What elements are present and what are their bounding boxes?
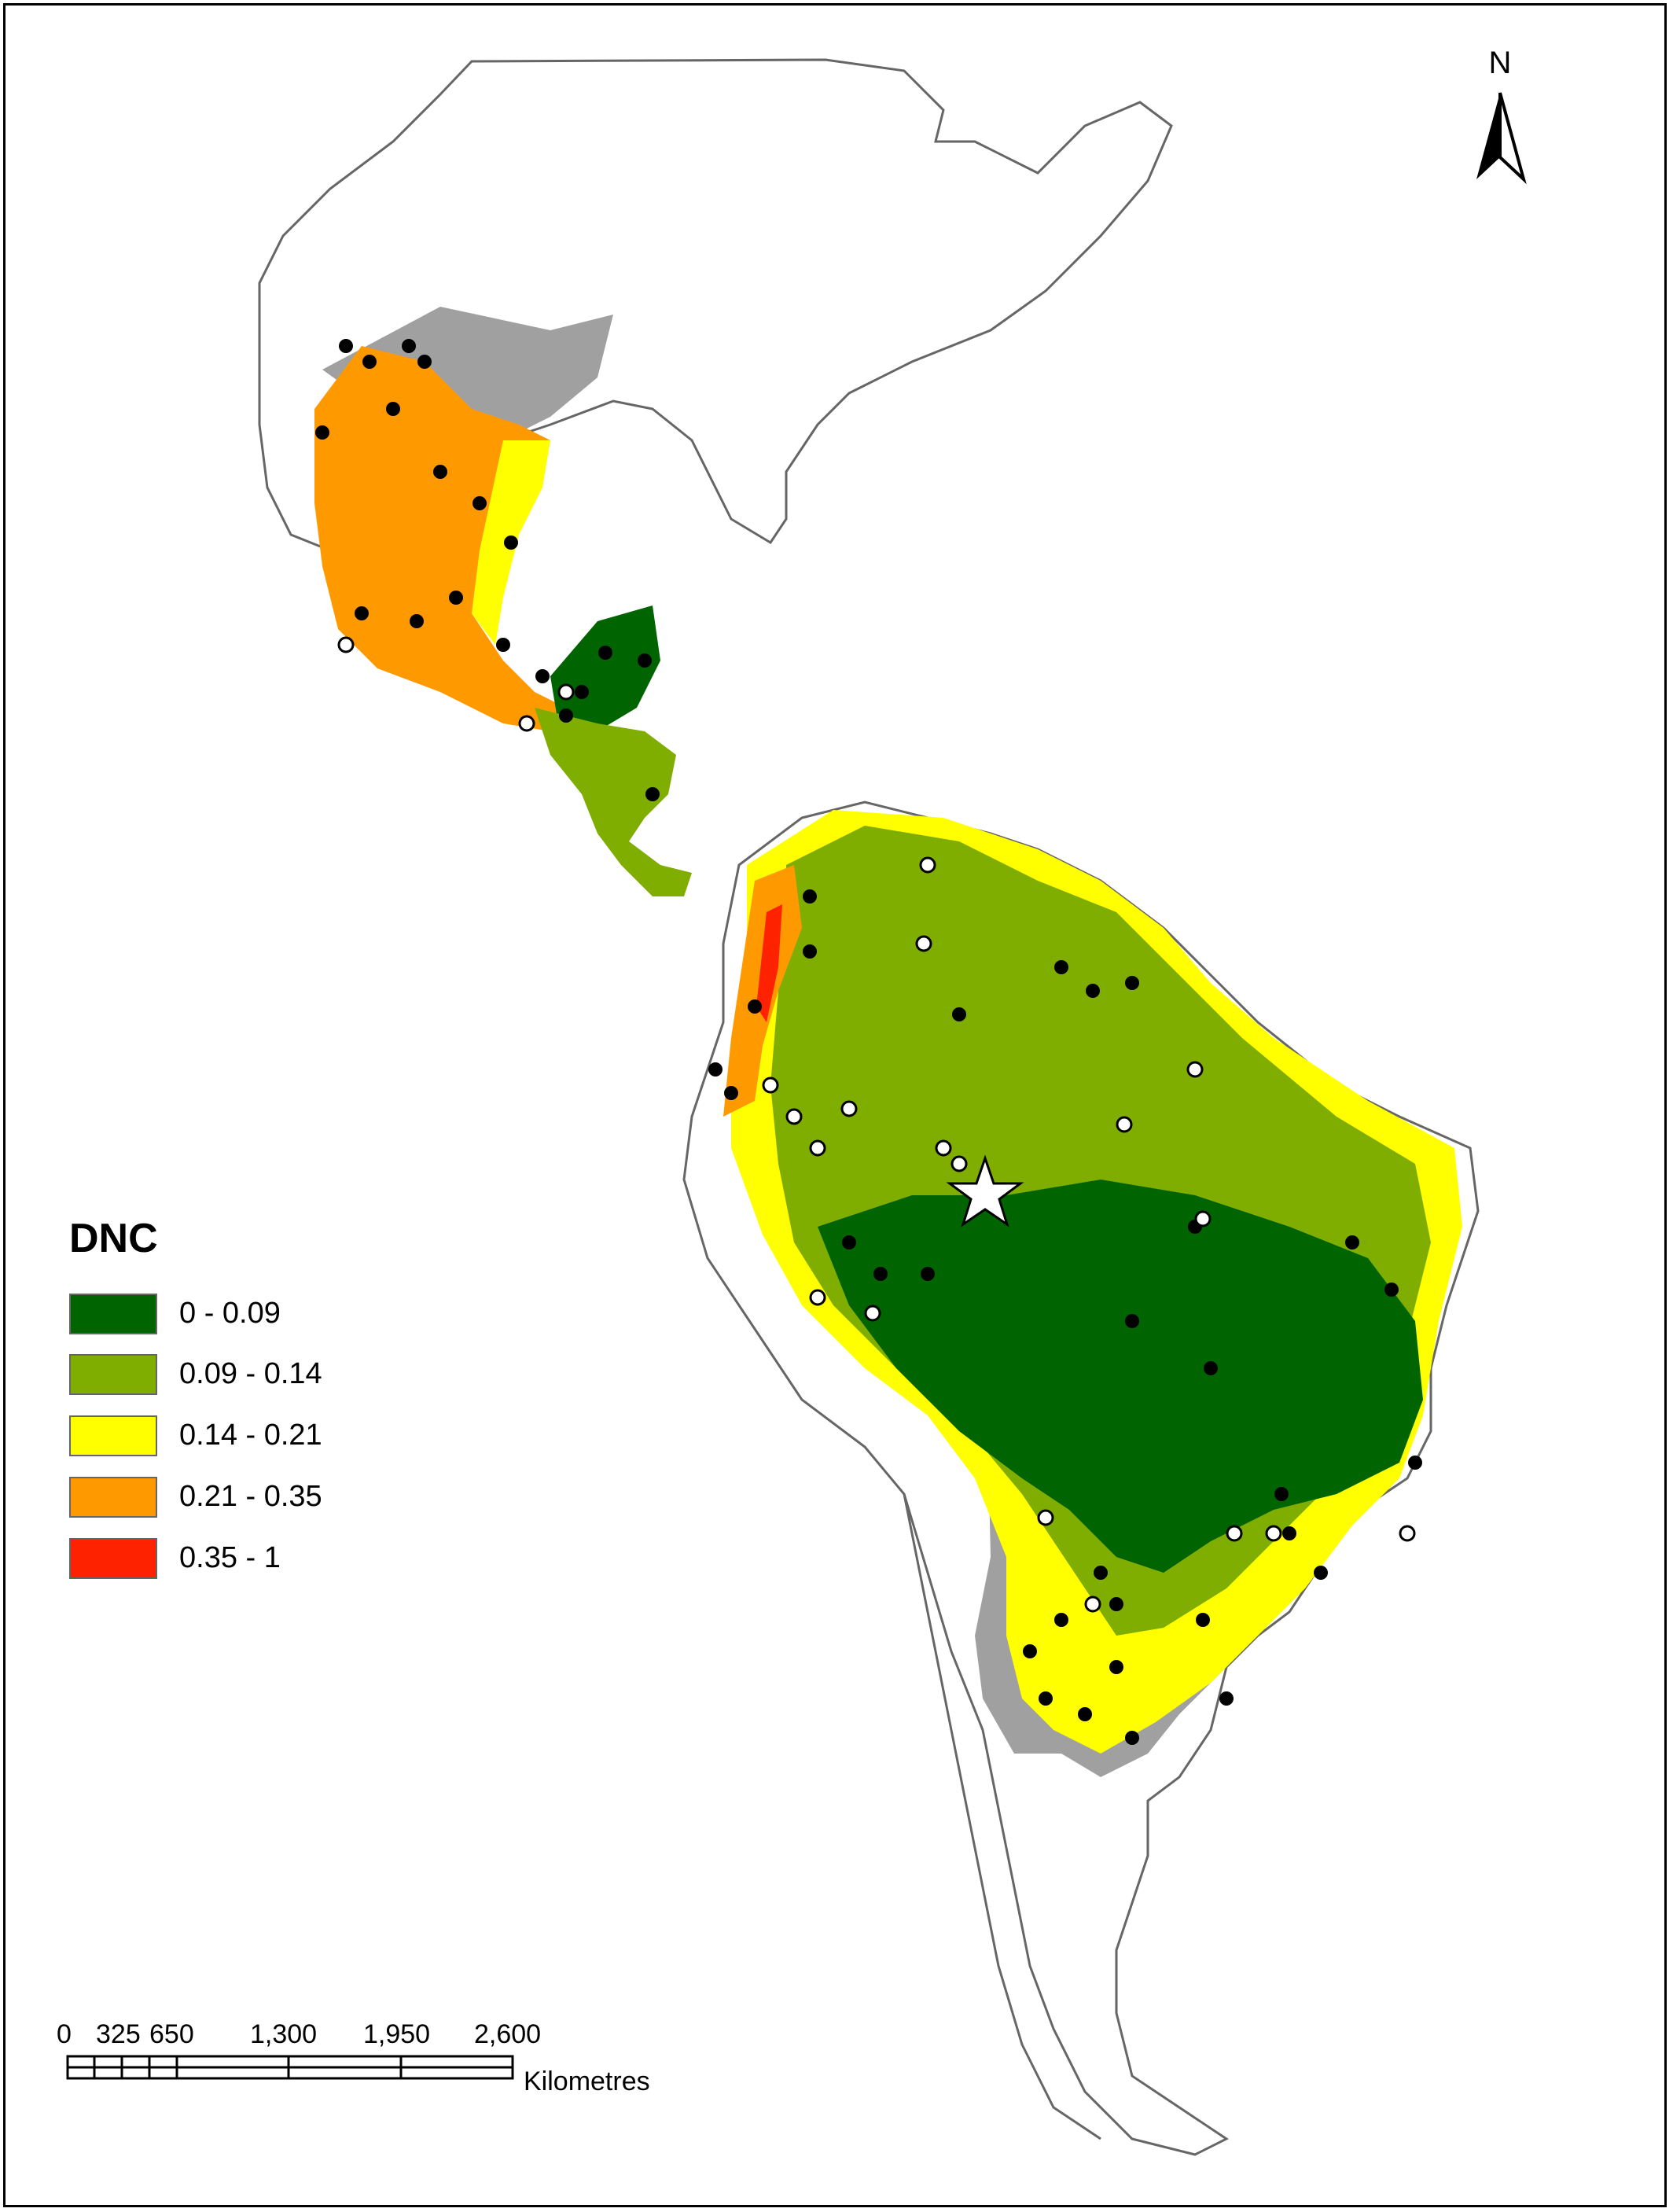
legend-swatch [69, 1354, 157, 1395]
andes-red [756, 904, 782, 1022]
scale-tick-label: 650 [149, 2019, 194, 2049]
scale-tick-label: 1,300 [250, 2019, 318, 2049]
scale-tick-label: 0 [57, 2019, 72, 2049]
legend-label: 0.14 - 0.21 [179, 1419, 322, 1452]
north-arrow-icon [1476, 92, 1527, 185]
legend-swatch [69, 1294, 157, 1334]
central-america-green [535, 708, 692, 896]
scale-unit-label: Kilometres [524, 2067, 650, 2096]
patagonia-outline [903, 1493, 1101, 2140]
scale-tick-label: 1,950 [363, 2019, 431, 2049]
legend-swatch [69, 1415, 157, 1456]
legend-label: 0.35 - 1 [179, 1541, 281, 1574]
legend-title: DNC [69, 1216, 158, 1261]
scale-tick-label: 325 [96, 2019, 141, 2049]
legend-label: 0.09 - 0.14 [179, 1357, 322, 1390]
scale-bar [66, 2055, 514, 2080]
scale-tick-label: 2,600 [474, 2019, 542, 2049]
star-icon [946, 1154, 1024, 1227]
occurrence-points-black [315, 339, 1422, 1745]
legend-swatch [69, 1477, 157, 1518]
occurrence-points-white [337, 636, 1416, 1613]
north-label: N [1488, 46, 1512, 80]
south-america-dark-green [818, 1180, 1423, 1573]
legend-label: 0.21 - 0.35 [179, 1480, 322, 1513]
legend-swatch [69, 1538, 157, 1579]
legend-label: 0 - 0.09 [179, 1297, 281, 1330]
yucatan-green [550, 605, 660, 731]
